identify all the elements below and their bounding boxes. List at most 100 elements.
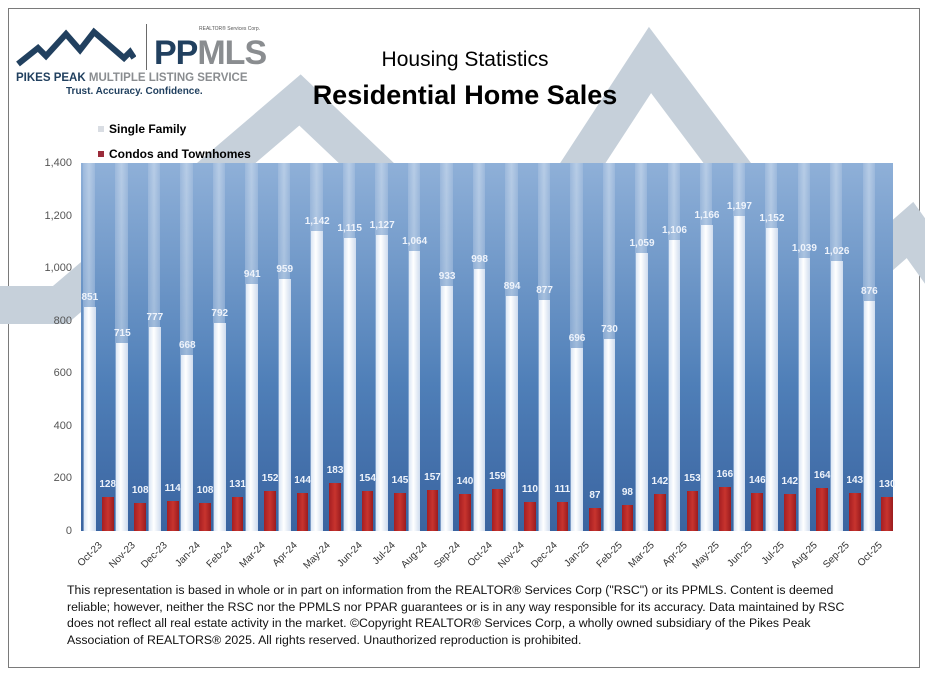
bar-condos	[491, 489, 504, 531]
bar-single-family	[636, 252, 648, 531]
bar-condos	[783, 493, 796, 531]
y-tick-label: 0	[65, 525, 72, 537]
bar-condos	[426, 489, 439, 531]
data-label-single-family: 1,064	[402, 236, 428, 248]
data-label-single-family: 715	[113, 328, 131, 340]
data-label-single-family: 1,127	[369, 219, 395, 231]
data-label-condos: 166	[716, 469, 734, 481]
data-label-single-family: 894	[503, 281, 521, 292]
data-label-condos: 144	[294, 475, 311, 487]
bar-single-family	[668, 240, 681, 531]
data-label-condos: 152	[261, 473, 279, 485]
data-label-condos: 143	[846, 475, 864, 487]
bar-single-family	[376, 234, 388, 531]
data-label-condos: 98	[621, 487, 633, 499]
data-label-condos: 142	[781, 475, 799, 487]
data-label-condos: 145	[391, 474, 409, 486]
bar-single-family	[246, 283, 259, 531]
data-label-single-family: 876	[861, 285, 878, 297]
bar-single-family	[213, 322, 226, 531]
bar-single-family	[538, 300, 551, 531]
data-label-condos: 128	[99, 479, 117, 491]
y-tick-label: 1,400	[44, 157, 72, 169]
bar-condos	[751, 492, 764, 531]
bar-single-family	[148, 326, 161, 531]
data-label-condos: 108	[196, 484, 214, 496]
bar-single-family	[506, 296, 518, 531]
data-label-single-family: 730	[601, 324, 618, 336]
legend-item-condos: Condos and Townhomes	[98, 141, 251, 166]
data-label-single-family: 1,106	[661, 225, 687, 237]
bar-single-family	[408, 251, 421, 531]
data-label-single-family: 1,026	[824, 246, 850, 258]
data-label-single-family: 792	[211, 307, 229, 319]
bar-condos	[134, 502, 147, 531]
data-label-single-family: 851	[81, 292, 99, 304]
bar-condos	[718, 487, 731, 531]
bar-single-family	[181, 355, 194, 531]
data-label-condos: 87	[589, 490, 601, 502]
mountain-logo-icon	[16, 27, 136, 67]
data-label-condos: 142	[651, 475, 669, 487]
data-label-single-family: 1,142	[304, 215, 330, 227]
data-label-single-family: 1,115	[337, 222, 362, 234]
chart-title: Housing Statistics	[381, 48, 549, 71]
data-label-single-family: 1,166	[694, 209, 720, 221]
bar-condos	[686, 490, 699, 531]
bar-condos	[589, 508, 601, 531]
bar-condos	[101, 497, 114, 531]
data-label-single-family: 941	[243, 268, 261, 280]
logo-corp-text: REALTOR® Services Corp.	[199, 26, 261, 32]
bar-condos	[816, 487, 829, 531]
bar-single-family	[116, 343, 129, 531]
bar-single-family	[733, 216, 746, 531]
legend-item-single-family: Single Family	[98, 116, 251, 141]
bar-condos	[166, 501, 179, 531]
bar-condos	[394, 492, 406, 531]
bar-single-family	[473, 268, 486, 531]
data-label-condos: 146	[748, 474, 766, 486]
bar-condos	[556, 501, 569, 531]
y-tick-label: 200	[53, 472, 72, 485]
bar-single-family	[311, 230, 324, 531]
bar-single-family	[701, 224, 713, 531]
bar-single-family	[831, 261, 843, 531]
data-label-condos: 108	[131, 484, 149, 496]
bar-condos	[459, 494, 471, 531]
data-label-condos: 183	[326, 464, 344, 476]
bar-condos	[848, 493, 861, 531]
bar-single-family	[798, 257, 811, 531]
bar-condos	[361, 490, 374, 531]
data-label-condos: 130	[878, 478, 896, 490]
bar-condos	[524, 502, 536, 531]
bar-condos	[654, 493, 666, 531]
y-tick-label: 800	[53, 314, 72, 327]
bar-single-family	[603, 339, 616, 531]
data-label-condos: 159	[489, 471, 506, 483]
data-label-condos: 164	[813, 469, 831, 481]
plot-area: 851 128 715 108 777 114 668 108 792 131 941 152 959 1…	[81, 163, 896, 531]
bar-condos	[621, 505, 634, 531]
y-tick-label: 1,000	[44, 262, 72, 275]
bar-single-family	[863, 300, 876, 531]
data-label-single-family: 1,059	[629, 237, 655, 249]
data-label-single-family: 1,197	[726, 201, 752, 213]
logo-tagline: Trust. Accuracy. Confidence.	[66, 86, 203, 97]
data-label-single-family: 877	[536, 285, 553, 297]
bar-single-family	[571, 348, 583, 531]
data-label-condos: 140	[456, 476, 474, 488]
y-tick-label: 600	[53, 367, 72, 380]
data-label-condos: 154	[359, 472, 376, 484]
data-label-single-family: 696	[568, 333, 586, 345]
data-label-condos: 131	[229, 478, 246, 490]
bar-condos	[296, 493, 309, 531]
chart-legend: Single Family Condos and Townhomes	[98, 116, 251, 166]
data-label-single-family: 933	[438, 270, 456, 282]
bar-condos	[231, 496, 244, 531]
data-label-single-family: 777	[146, 311, 164, 323]
bar-condos	[881, 496, 894, 531]
bar-condos	[199, 502, 211, 531]
data-label-single-family: 1,039	[791, 242, 817, 254]
data-label-single-family: 998	[471, 253, 488, 265]
data-label-single-family: 959	[276, 263, 294, 275]
